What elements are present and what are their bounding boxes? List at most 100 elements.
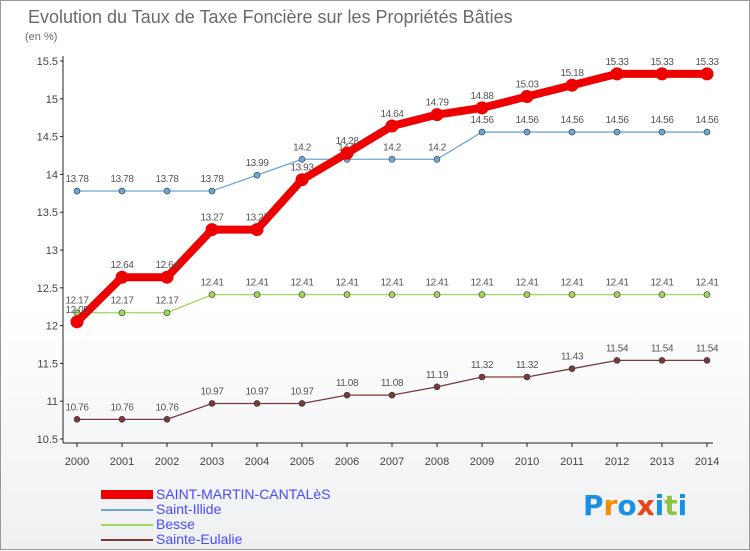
data-point (478, 291, 486, 298)
data-point (388, 155, 396, 163)
logo-letter: t (664, 489, 678, 522)
y-tick-label: 11 (47, 396, 58, 408)
data-point (163, 309, 171, 317)
data-point (523, 373, 531, 381)
data-point (568, 128, 576, 136)
y-tick-label: 10.5 (37, 434, 58, 446)
data-label: 11.32 (516, 360, 539, 371)
data-label: 10.97 (290, 386, 314, 397)
data-label: 11.32 (471, 360, 494, 371)
x-tick-label: 2008 (425, 456, 449, 468)
data-point (160, 270, 174, 284)
logo-letter: o (617, 489, 637, 522)
data-label: 12.41 (560, 278, 584, 289)
data-label: 11.54 (651, 343, 674, 354)
y-tick-label: 12.5 (37, 283, 58, 295)
data-point (343, 391, 351, 399)
data-label: 14.56 (560, 115, 584, 126)
data-point (433, 155, 441, 163)
data-point (205, 223, 219, 237)
y-tick-label: 15 (46, 94, 58, 106)
chart-title: Evolution du Taux de Taxe Foncière sur l… (28, 7, 513, 27)
data-label: 12.17 (110, 296, 134, 307)
data-point (478, 373, 486, 381)
logo-letter: i (654, 489, 665, 522)
data-label: 12.41 (425, 278, 449, 289)
data-point (298, 400, 306, 407)
data-point (523, 128, 531, 136)
data-label: 14.28 (335, 136, 359, 147)
legend-swatch (101, 509, 153, 511)
legend-label: Sainte-Eulalie (156, 531, 243, 547)
data-label: 13.27 (245, 213, 269, 224)
data-label: 15.33 (605, 57, 629, 68)
legend-swatch (101, 490, 153, 499)
data-label: 12.05 (65, 305, 89, 316)
data-point (613, 291, 621, 298)
x-tick-label: 2007 (380, 456, 404, 468)
x-tick-label: 2014 (695, 456, 719, 468)
legend-label: Besse (156, 516, 195, 532)
data-point (523, 291, 531, 298)
y-tick-label: 11.5 (37, 358, 58, 370)
unit-label: (en %) (25, 31, 58, 43)
data-point (295, 173, 309, 187)
data-point (253, 291, 261, 298)
data-point (118, 187, 126, 195)
legend-label: Saint-Illide (156, 501, 222, 517)
data-label: 13.99 (245, 158, 269, 169)
data-label: 14.2 (383, 142, 402, 153)
data-label: 10.76 (65, 402, 89, 413)
data-point (658, 291, 666, 298)
x-tick-label: 2013 (650, 456, 674, 468)
y-tick-label: 13.5 (37, 207, 58, 219)
data-point (430, 108, 444, 122)
data-label: 12.41 (470, 278, 494, 289)
data-label: 12.41 (290, 278, 314, 289)
y-tick-label: 14 (46, 169, 58, 181)
logo-letter: i (677, 489, 688, 522)
data-label: 10.76 (110, 402, 134, 413)
data-label: 11.54 (696, 343, 719, 354)
data-point (655, 67, 669, 81)
data-label: 10.97 (245, 386, 269, 397)
data-point (70, 315, 84, 329)
data-point (253, 400, 261, 407)
data-label: 14.56 (695, 115, 719, 126)
data-point (703, 128, 711, 136)
data-point (115, 270, 129, 284)
data-point (73, 187, 81, 195)
x-tick-label: 2009 (470, 456, 494, 468)
data-point (253, 171, 261, 179)
data-point (658, 357, 666, 364)
legend-label: SAINT-MARTIN-CANTALèS (156, 486, 331, 502)
y-tick-label: 15.5 (37, 56, 58, 68)
data-point (385, 119, 399, 133)
data-label: 14.56 (470, 115, 494, 126)
data-point (388, 291, 396, 298)
data-point (478, 128, 486, 136)
data-point (163, 416, 171, 423)
data-point (658, 128, 666, 136)
x-tick-label: 2004 (245, 456, 269, 468)
data-point (700, 67, 714, 81)
data-label: 12.41 (200, 278, 224, 289)
data-label: 10.97 (200, 386, 224, 397)
x-tick-label: 2010 (515, 456, 539, 468)
x-tick-label: 2001 (110, 456, 134, 468)
data-label: 12.41 (335, 278, 359, 289)
data-label: 13.78 (110, 174, 134, 185)
data-label: 12.17 (65, 296, 89, 307)
data-point (475, 101, 489, 115)
x-tick-label: 2002 (155, 456, 179, 468)
data-label: 12.64 (155, 260, 179, 271)
data-label: 14.79 (425, 98, 449, 109)
x-tick-label: 2005 (290, 456, 314, 468)
data-point (73, 416, 81, 423)
data-label: 15.33 (695, 57, 719, 68)
data-label: 15.18 (560, 68, 584, 79)
data-point (208, 187, 216, 195)
data-label: 14.88 (470, 91, 494, 102)
x-tick-label: 2003 (200, 456, 224, 468)
data-point (703, 291, 711, 298)
